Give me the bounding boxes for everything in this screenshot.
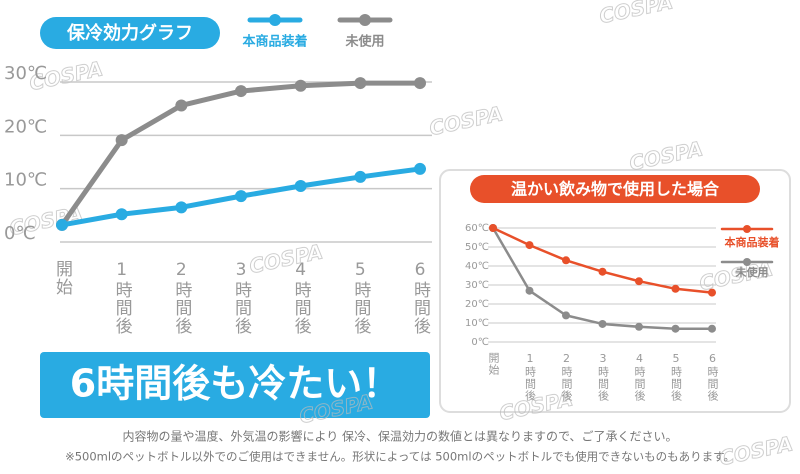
x-tick-label: 1時間後 [524, 352, 537, 402]
y-tick-label: 50℃ [465, 242, 489, 253]
y-tick-label: 0℃ [4, 223, 36, 244]
legend-label: 本商品装着 [725, 235, 780, 249]
title-pill [40, 17, 220, 49]
title-pill [470, 175, 760, 203]
data-point [414, 77, 426, 90]
x-tick-label: 1時間後 [112, 260, 132, 335]
x-tick-label: 4時間後 [633, 352, 646, 402]
legend-label: 未使用 [344, 34, 384, 50]
watermark: COSPA [717, 431, 795, 470]
data-point [294, 79, 307, 92]
y-tick-label: 20℃ [4, 116, 47, 137]
data-point [635, 322, 643, 331]
data-point [635, 277, 643, 286]
y-tick-label: 10℃ [4, 170, 47, 191]
data-point [671, 324, 680, 333]
legend-label: 本商品装着 [242, 34, 307, 50]
chart-title: 保冷効力グラフ [66, 22, 193, 44]
x-tick-label: 6時間後 [410, 260, 431, 335]
watermark: COSPA [597, 0, 675, 28]
y-tick-label: 40℃ [465, 261, 489, 272]
x-tick-label: 4時間後 [291, 260, 312, 335]
data-point [671, 284, 680, 293]
data-point [56, 218, 68, 231]
data-point [598, 319, 607, 328]
data-point [354, 170, 367, 183]
watermark: COSPA [247, 239, 325, 278]
data-point [562, 311, 570, 320]
data-point [175, 201, 188, 214]
data-point [294, 180, 307, 192]
y-tick-label: 30℃ [4, 63, 47, 84]
x-tick-label: 3時間後 [231, 260, 252, 335]
banner: 6時間後も冷たい！ [70, 362, 400, 406]
y-tick-label: 10℃ [465, 318, 489, 329]
watermark: COSPA [427, 101, 505, 140]
x-tick-label: 開始 [487, 352, 500, 376]
data-point [598, 267, 607, 276]
x-tick-label: 6時間後 [706, 352, 719, 402]
y-tick-label: 60℃ [465, 223, 489, 234]
legend-dot [359, 14, 371, 26]
data-point [414, 162, 426, 175]
legend-dot [269, 14, 281, 26]
data-point [525, 286, 534, 295]
x-tick-label: 5時間後 [670, 352, 683, 402]
y-tick-label: 0℃ [471, 337, 489, 348]
banner-bg [40, 352, 430, 418]
inset-panel [439, 169, 791, 413]
x-tick-label: 5時間後 [350, 260, 371, 335]
data-point [235, 85, 247, 98]
y-tick-label: 20℃ [465, 299, 489, 310]
chart-title: 温かい飲み物で使用した場合 [510, 180, 720, 199]
legend-label: 未使用 [735, 265, 769, 279]
x-tick-label: 3時間後 [597, 352, 610, 402]
x-tick-label: 2時間後 [560, 352, 573, 402]
data-point [115, 134, 128, 147]
note: 内容物の量や温度、外気温の影響により 保冷、保温効力の数値とは異なりますので、ご… [122, 429, 677, 444]
legend-dot [743, 258, 751, 266]
y-tick-label: 30℃ [465, 280, 489, 291]
legend-dot [743, 225, 751, 233]
data-point [562, 256, 570, 265]
data-point [235, 190, 247, 203]
data-point [708, 288, 716, 297]
note: ※500mlのペットボトル以外でのご使用はできません。形状によっては 500ml… [65, 450, 735, 464]
x-tick-label: 開始 [52, 260, 73, 296]
data-point [115, 208, 128, 221]
data-point [708, 324, 716, 333]
data-point [175, 99, 188, 112]
data-point [354, 77, 367, 90]
x-tick-label: 2時間後 [171, 260, 192, 335]
data-point [489, 224, 497, 232]
series-line [59, 80, 420, 227]
data-point [525, 241, 534, 250]
